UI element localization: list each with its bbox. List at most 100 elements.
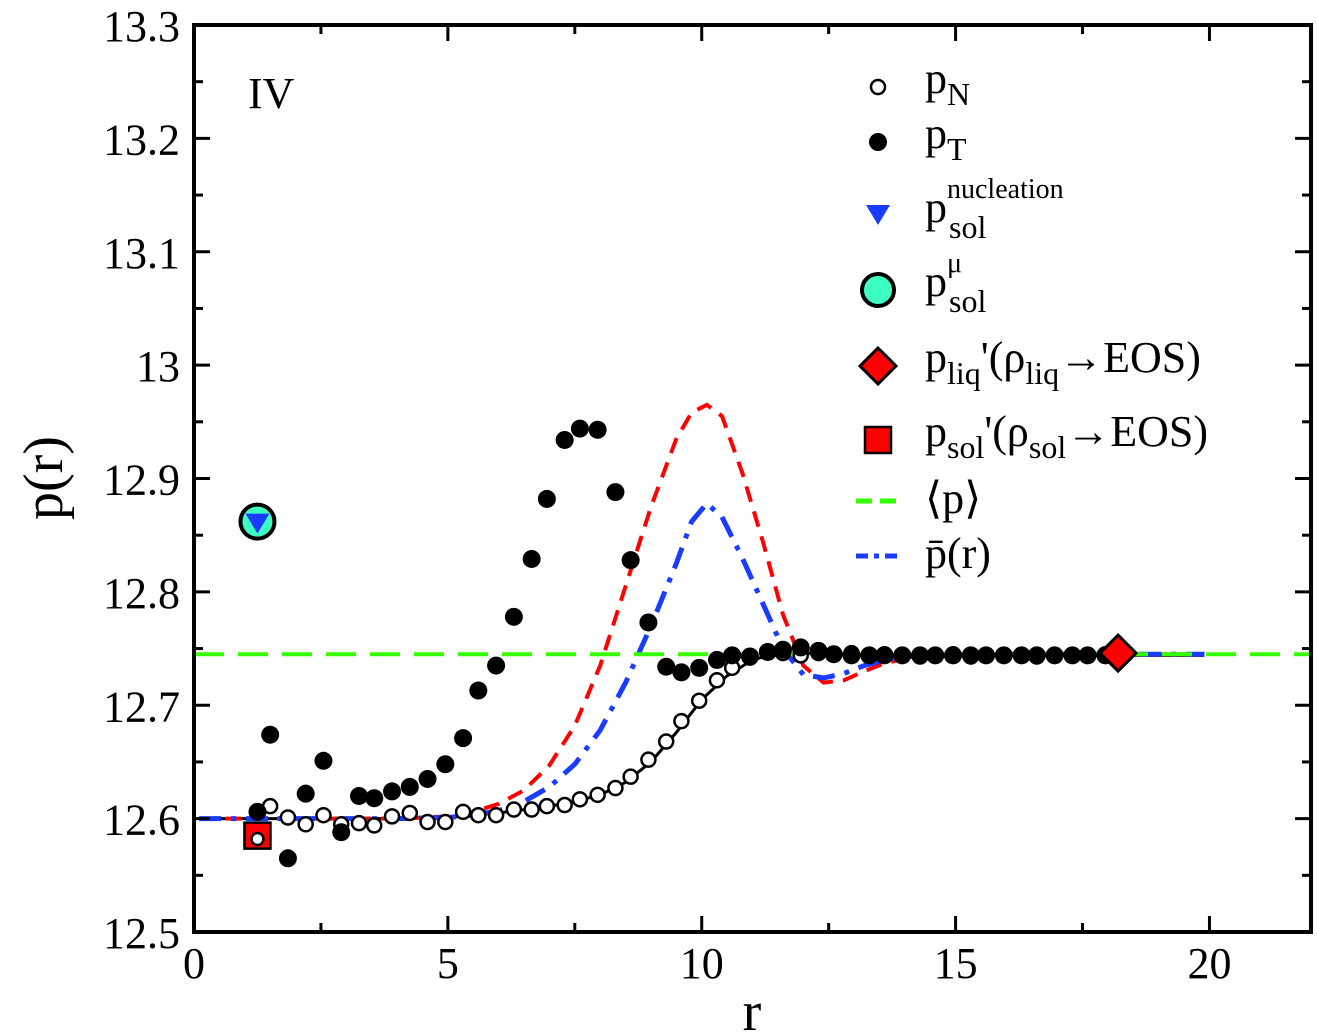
psol-nucleation-point <box>245 513 270 534</box>
pT-point <box>400 777 419 796</box>
legend-label: ⟨p⟩ <box>925 474 981 523</box>
pT-point <box>657 657 676 676</box>
pT-point <box>723 646 742 665</box>
pN-point <box>279 809 297 826</box>
y-tick-label: 12.5 <box>103 909 180 958</box>
pT-point <box>261 725 280 744</box>
y-axis-label: p(r) <box>13 436 75 520</box>
pT-point <box>314 751 333 770</box>
pN-point <box>556 796 573 814</box>
pT-point <box>588 420 607 439</box>
legend-entry-pT: pT <box>869 109 967 167</box>
x-tick-label: 20 <box>1187 939 1231 988</box>
pN-point <box>708 672 726 689</box>
x-tick-label: 10 <box>680 939 724 988</box>
legend-label: psol'(ρsol→EOS) <box>925 407 1208 465</box>
x-tick-label: 5 <box>437 939 459 988</box>
pT-fit-line <box>199 402 1205 821</box>
pN-point <box>607 779 624 797</box>
pN-point <box>487 806 505 824</box>
pT-point <box>1027 646 1046 665</box>
pT-point <box>690 658 709 677</box>
pT-point <box>487 656 506 675</box>
legend-label: pμ sol <box>925 248 986 319</box>
pT-point <box>278 849 297 868</box>
pN-point <box>454 803 472 821</box>
y-tick-label: 13.1 <box>103 229 180 278</box>
legend-triangle-icon <box>866 205 890 225</box>
pT-point <box>570 419 589 438</box>
pT-point <box>537 489 556 508</box>
pT-point <box>621 551 640 570</box>
y-tick-label: 13.2 <box>103 115 180 164</box>
legend-entry-pbar: p̄(r) <box>856 529 991 578</box>
legend-entry-pmean: ⟨p⟩ <box>856 474 981 523</box>
y-tick-label: 13 <box>136 342 180 391</box>
pN-point <box>437 813 454 831</box>
pT-point <box>365 789 384 808</box>
pT-point <box>926 646 945 665</box>
pT-point <box>469 681 488 700</box>
legend-entry-pN: pN <box>869 54 970 112</box>
pN-point <box>690 692 708 709</box>
legend-label: pT <box>925 109 967 167</box>
pT-point <box>350 786 369 805</box>
pT-point <box>809 641 828 660</box>
pT-point <box>248 802 267 821</box>
y-tick-label: 13.3 <box>103 2 180 51</box>
legend-open-circle-icon <box>869 78 887 96</box>
pN-point <box>523 801 540 818</box>
pN-point <box>297 816 314 833</box>
pN-point <box>470 806 487 824</box>
pN-point <box>640 751 657 768</box>
legend-entry-psol: psol'(ρsol→EOS) <box>863 407 1208 465</box>
panel-label: IV <box>248 69 295 118</box>
pT-point <box>383 782 402 801</box>
axes: 0 5 10 15 20 12.5 12.6 12.7 12.8 12.9 13 13.1 13.2 13… <box>103 2 1313 988</box>
pT-point <box>1012 646 1031 665</box>
pT-point <box>1078 646 1097 665</box>
x-tick-label: 0 <box>183 939 205 988</box>
pN-point <box>419 813 436 831</box>
plot-area <box>194 402 1311 868</box>
legend-label: pnucleation sol <box>925 174 1064 245</box>
legend-square-icon <box>863 425 893 455</box>
pT-point <box>707 650 726 669</box>
pT-point <box>436 755 455 774</box>
legend-label: p̄(r) <box>925 529 991 578</box>
pT-point <box>296 784 315 803</box>
pN-point <box>657 733 675 750</box>
y-tick-label: 12.6 <box>103 796 180 845</box>
pT-point <box>944 646 963 665</box>
pT-point <box>824 645 843 664</box>
pT-point <box>672 663 691 682</box>
pT-point <box>639 613 658 632</box>
pN-point <box>622 768 639 785</box>
pN-point <box>538 797 556 815</box>
pT-point <box>418 769 437 788</box>
pT-point <box>875 646 894 665</box>
pN-point-overlay <box>250 831 265 847</box>
pN-point <box>505 801 523 818</box>
pT-point <box>977 646 996 665</box>
pN-point <box>350 814 368 832</box>
pT-point <box>860 646 879 665</box>
legend-label: pliq'(ρliq→EOS) <box>925 333 1201 391</box>
pT-point <box>1063 646 1082 665</box>
pN-point <box>571 791 589 808</box>
legend-entry-pmu: pμ sol <box>860 248 986 319</box>
pN-point <box>365 817 383 834</box>
legend-entry-pliq: pliq'(ρliq→EOS) <box>857 333 1201 391</box>
pT-point <box>893 646 912 665</box>
pT-point <box>555 430 574 449</box>
pT-point <box>773 640 792 659</box>
legend-diamond-icon <box>857 345 899 387</box>
pT-point <box>606 483 625 502</box>
y-tick-label: 12.9 <box>103 456 180 505</box>
pN-point <box>401 804 419 822</box>
pT-point <box>758 642 777 661</box>
legend-entry-pnuc: pnucleation sol <box>866 174 1064 245</box>
pN-point <box>673 712 690 730</box>
pN-point <box>383 808 401 825</box>
